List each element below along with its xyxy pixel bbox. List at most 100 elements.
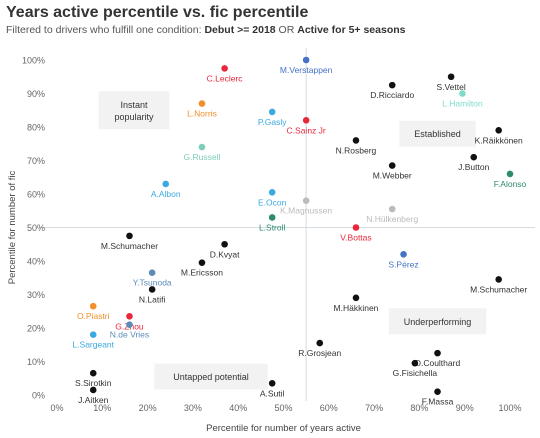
point-label: J.Aitken (78, 395, 109, 405)
data-point (221, 240, 228, 248)
data-point (148, 286, 156, 293)
data-point (352, 137, 360, 144)
subtitle-or: OR (275, 24, 298, 36)
point-label: G.Russell (184, 152, 221, 162)
point-label: L.Hamilton (442, 99, 483, 109)
x-tick-label: 60% (320, 403, 338, 413)
data-point (221, 65, 228, 72)
point-label: Y.Tsunoda (133, 278, 172, 288)
data-point (388, 205, 396, 213)
point-label: L.Sargeant (72, 340, 114, 350)
y-tick-label: 100% (22, 56, 45, 66)
data-point (302, 56, 310, 64)
point-label: M.Webber (373, 171, 412, 181)
data-point (89, 331, 97, 339)
x-tick-label: 80% (410, 403, 428, 413)
quadrant-label: Established (414, 129, 461, 139)
point-label: S.Pérez (388, 259, 418, 269)
point-label: M.Verstappen (280, 65, 333, 75)
data-point (352, 294, 360, 302)
data-point (268, 379, 276, 387)
subtitle-prefix: Filtered to drivers who fulfill one cond… (6, 24, 205, 36)
point-label: A.Albon (151, 189, 181, 199)
point-label: F.Alonso (494, 179, 527, 189)
subtitle-condition-active: Active for 5+ seasons (297, 24, 406, 36)
point-label: M.Schumacher (470, 284, 527, 294)
data-point (459, 90, 466, 97)
data-point (388, 81, 396, 89)
data-point (434, 349, 441, 357)
point-label: N.Rosberg (336, 145, 377, 155)
point-label: A.Sutil (260, 388, 285, 398)
data-point (506, 170, 514, 178)
data-point (89, 302, 97, 310)
point-label: P.Gasly (258, 117, 287, 127)
point-label: F.Massa (422, 397, 454, 407)
data-point (411, 359, 419, 367)
x-tick-label: 10% (93, 403, 111, 413)
data-point (198, 100, 206, 107)
point-label: G.Fisichella (393, 368, 438, 378)
point-label: R.Grosjean (298, 348, 341, 358)
data-point (302, 117, 310, 124)
quadrant-label-box (399, 120, 476, 147)
y-tick-label: 30% (27, 290, 45, 300)
data-point (162, 180, 170, 188)
point-label: M.Schumacher (101, 241, 158, 251)
data-point (352, 224, 360, 231)
point-label: K.Räikkönen (475, 135, 523, 145)
data-point (400, 251, 407, 258)
data-point (148, 269, 156, 277)
point-label: D.Kvyat (210, 249, 240, 259)
data-point (302, 197, 310, 204)
quadrant-label-box (154, 363, 268, 390)
point-label: D.Coulthard (415, 358, 461, 368)
point-label: N.Latifi (139, 294, 166, 304)
y-tick-label: 0% (32, 391, 45, 401)
x-tick-label: 90% (456, 403, 474, 413)
data-point (89, 369, 97, 377)
data-point (126, 321, 133, 328)
y-tick-label: 70% (27, 156, 45, 166)
quadrant-label-box (388, 308, 487, 335)
y-tick-label: 40% (27, 257, 45, 267)
quadrant-label: Untapped potential (173, 372, 249, 382)
point-label: J.Button (458, 162, 489, 172)
data-point (89, 386, 97, 394)
y-tick-label: 20% (27, 324, 45, 334)
data-point (316, 339, 324, 347)
subtitle-condition-debut: Debut >= 2018 (204, 24, 276, 36)
y-tick-label: 50% (27, 223, 45, 233)
quadrant-label: Underperforming (404, 317, 472, 327)
point-label: L.Norris (187, 109, 217, 119)
x-tick-label: 50% (274, 403, 292, 413)
point-label: C.Leclerc (207, 73, 244, 83)
data-point (198, 259, 206, 266)
x-tick-label: 30% (184, 403, 202, 413)
y-tick-label: 80% (27, 123, 45, 133)
x-tick-label: 0% (50, 403, 63, 413)
quadrant-label-box (98, 91, 170, 130)
point-label: M.Häkkinen (334, 303, 379, 313)
data-point (495, 127, 502, 134)
point-label: M.Ericsson (181, 268, 223, 278)
data-point (495, 276, 502, 283)
x-tick-label: 20% (139, 403, 157, 413)
point-label: K.Magnussen (280, 206, 332, 216)
point-label: V.Bottas (340, 233, 371, 243)
y-tick-label: 10% (27, 357, 45, 367)
x-tick-label: 70% (365, 403, 383, 413)
data-point (268, 108, 276, 116)
point-label: O.Piastri (77, 311, 110, 321)
point-label: E.Ocon (258, 197, 287, 207)
quadrant-label: popularity (114, 112, 154, 122)
x-tick-label: 100% (498, 403, 521, 413)
y-axis-title: Percentile for number of fic (7, 170, 18, 284)
x-tick-label: 40% (229, 403, 247, 413)
data-point (126, 232, 133, 240)
point-label: S.Sirotkin (75, 378, 112, 388)
point-label: D.Ricciardo (370, 90, 414, 100)
data-point (388, 162, 396, 169)
quadrant-label: Instant (120, 100, 148, 110)
